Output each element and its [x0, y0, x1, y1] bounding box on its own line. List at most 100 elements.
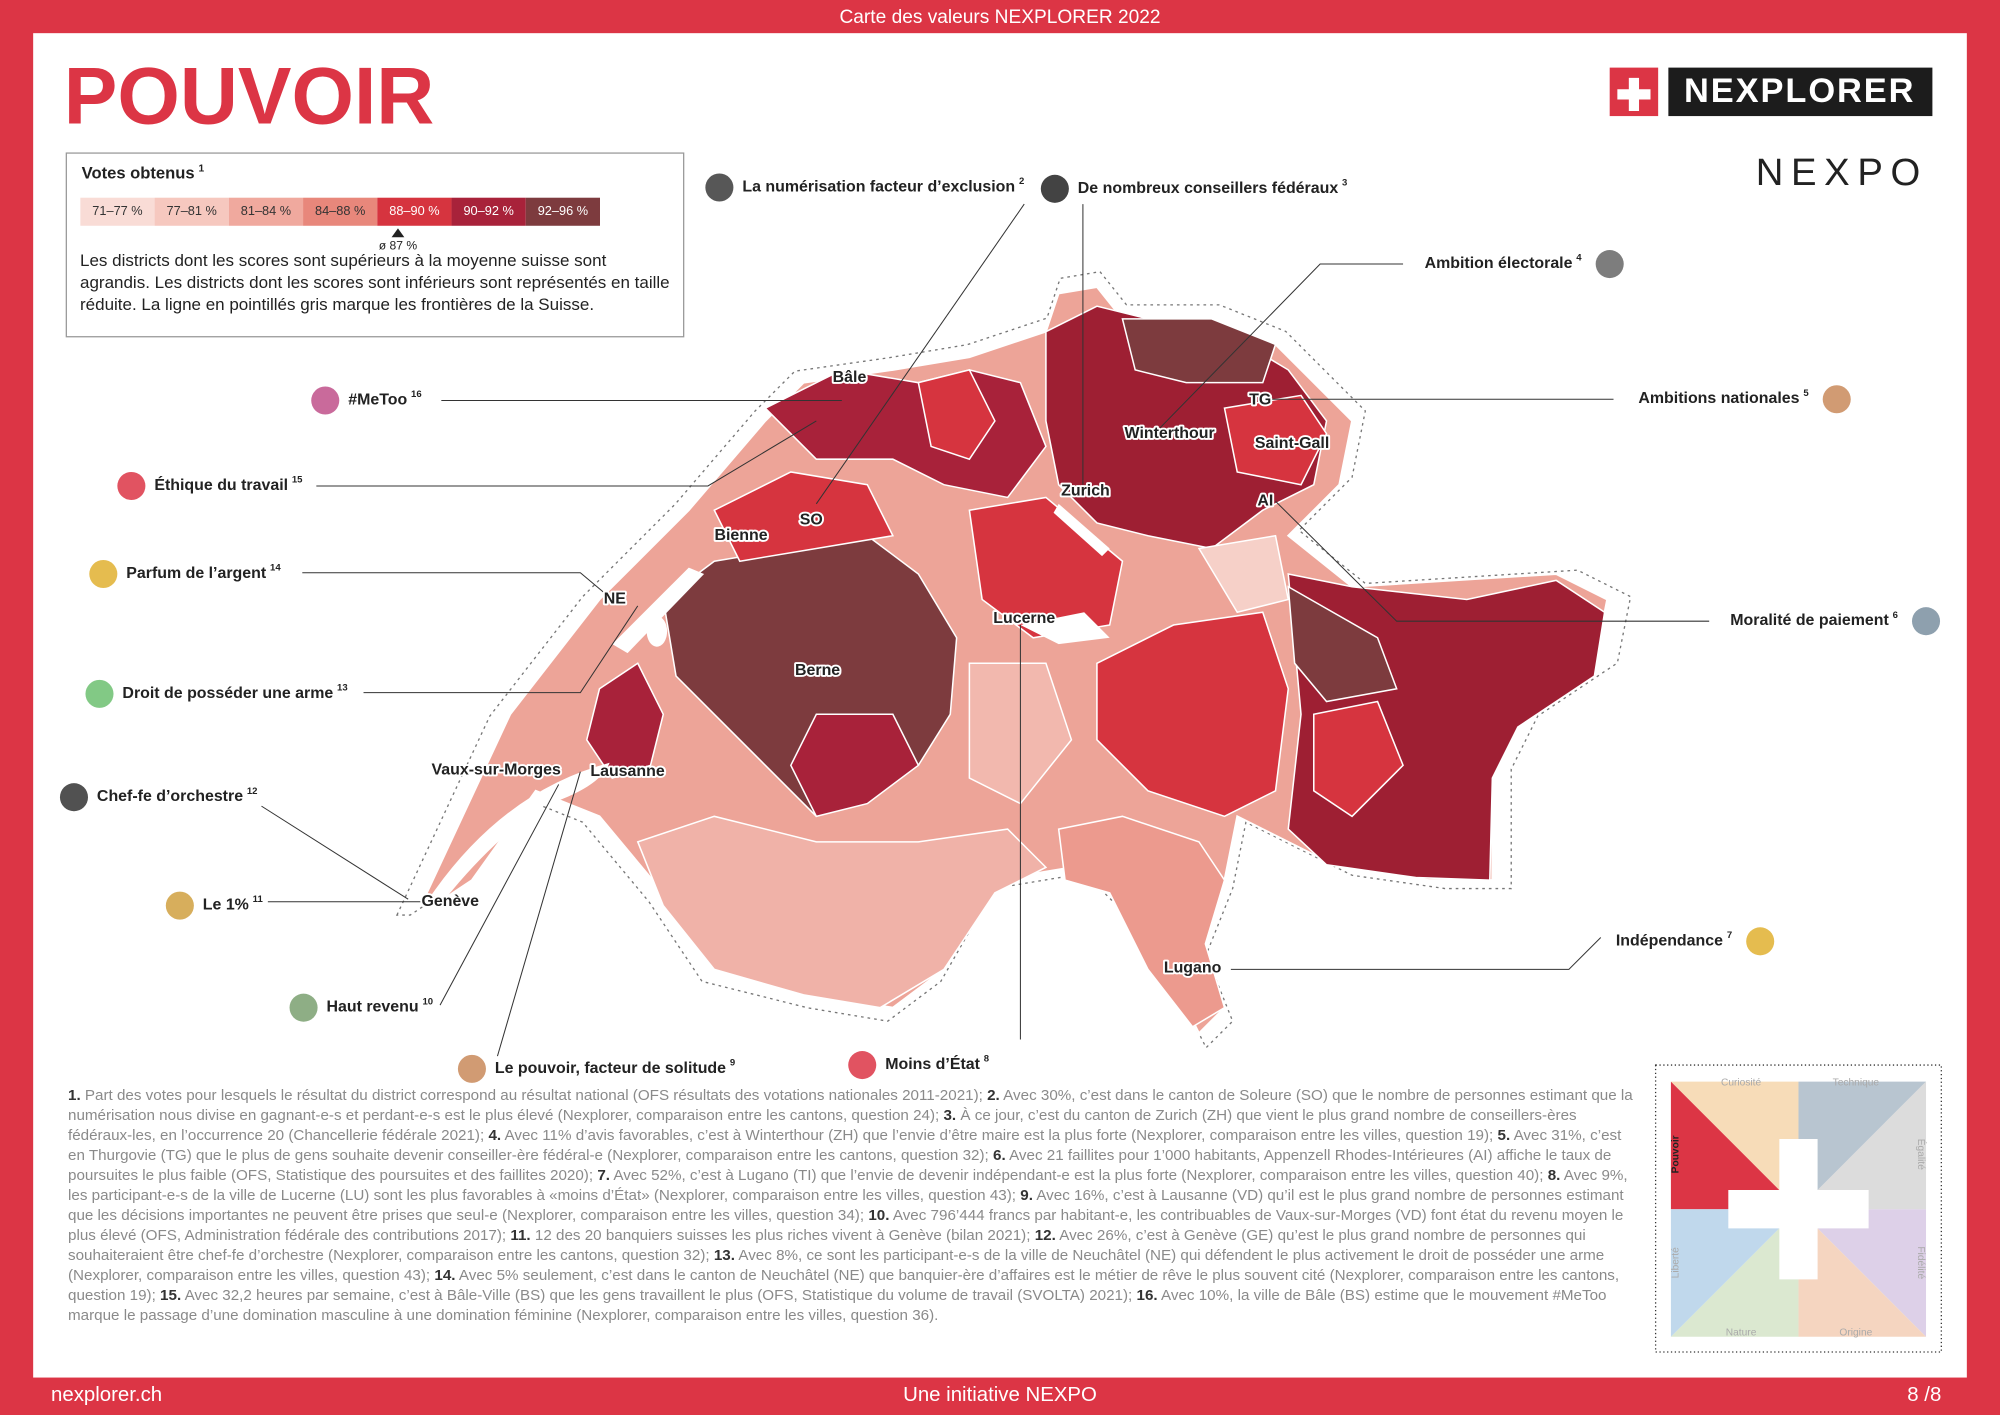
callout-label: Haut revenu 10 [327, 996, 434, 1016]
callout-text: De nombreux conseillers fédéraux [1078, 180, 1339, 197]
place-label: Berne [795, 662, 840, 679]
callout-text: Ambition électorale [1425, 255, 1573, 272]
place-label: Genève [421, 893, 479, 910]
leader-line [1275, 500, 1710, 622]
place-label: AI [1257, 492, 1273, 509]
legend-label: 81–84 % [241, 203, 291, 218]
callout-text: Moralité de paiement [1730, 612, 1889, 629]
callout-note: 5 [1803, 387, 1809, 398]
callout-text: Chef-fe d’orchestre [97, 788, 243, 805]
callout-icon [311, 386, 340, 415]
lake [612, 567, 705, 654]
wheel-sector [1798, 1209, 1927, 1337]
legend-swatch [228, 197, 304, 226]
legend-swatch [451, 197, 526, 226]
lake [1020, 612, 1110, 645]
footnote-text: Avec 26%, c’est à Genève (GE) qu’est le … [68, 1227, 1586, 1264]
callout-icon [117, 471, 146, 501]
footnote-number: 7. [597, 1167, 610, 1184]
footnotes: 1. Part des votes pour lesquels le résul… [68, 1086, 1638, 1326]
wheel-label: Origine [1839, 1328, 1872, 1339]
legend-swatch [80, 197, 155, 226]
place-label: Winterthour [1125, 425, 1215, 442]
callout-note: 12 [247, 785, 258, 796]
wheel-label: Curiosité [1721, 1078, 1762, 1089]
brand-box [1668, 67, 1933, 117]
legend-swatch [525, 197, 601, 226]
leader-line [1230, 937, 1602, 970]
legend-title: Votes obtenus 1 [82, 163, 205, 183]
legend-average: ø 87 % [379, 238, 418, 252]
wheel-sector [1670, 1209, 1799, 1337]
district [1096, 611, 1290, 818]
legend-box [65, 152, 685, 338]
callout-text: Moins d’État [885, 1054, 980, 1073]
callout-text: Haut revenu [327, 999, 419, 1016]
footnote-number: 1. [68, 1087, 81, 1104]
callout-text: Droit de posséder une arme [122, 685, 333, 702]
lakes [431, 503, 1110, 901]
footnote-text: Avec 796’444 francs par habitant-e, les … [68, 1207, 1624, 1244]
footnote-text: Avec 5% seulement, c’est dans le canton … [68, 1267, 1620, 1304]
callout-note: 16 [411, 389, 422, 400]
callout-note: 15 [292, 474, 303, 485]
place-label: Lucerne [993, 610, 1055, 627]
footer-initiative: Une initiative NEXPO [903, 1384, 1097, 1406]
callouts: La numérisation facteur d’exclusion 2 De n… [59, 173, 1941, 1083]
callout-text: Éthique du travail [154, 475, 288, 494]
callout-label: Ambitions nationales 5 [1638, 387, 1809, 407]
callout-label: Droit de posséder une arme 13 [122, 682, 347, 702]
callout-label: Moins d’État 8 [885, 1053, 990, 1073]
footnote-number: 3. [943, 1107, 957, 1124]
district [1313, 700, 1404, 818]
callout-label: Le 1% 11 [203, 894, 264, 914]
place-label: Lugano [1164, 959, 1222, 976]
average-marker [391, 228, 405, 238]
callout-icon [705, 173, 734, 202]
footnote-text: Avec 31%, c’est en Thurgovie (TG) que le… [68, 1127, 1622, 1164]
footnote-number: 16. [1136, 1287, 1158, 1304]
legend-label: 88–90 % [389, 203, 439, 218]
legend-swatch [154, 197, 229, 226]
district [1121, 318, 1277, 384]
callout-icon [59, 783, 89, 812]
callout-note: 2 [1019, 176, 1024, 187]
callout-icon [289, 993, 318, 1022]
leader-line [302, 572, 613, 600]
footnote-number: 11. [510, 1227, 531, 1244]
wheel-label: Nature [1726, 1328, 1757, 1339]
legend-label: 71–77 % [92, 203, 142, 218]
wheel-cross [1728, 1139, 1869, 1280]
place-label: Bienne [715, 527, 768, 544]
callout-text: Ambitions nationales [1638, 390, 1799, 407]
legend-label: 90–92 % [463, 203, 513, 218]
callout-label: #MeToo 16 [348, 389, 421, 409]
district [1223, 394, 1328, 486]
footnote-text: Avec 9%, les participant-e-s de la ville… [68, 1167, 1628, 1204]
wheel-label: Liberté [1671, 1247, 1682, 1278]
footnote-text: À ce jour, c’est du canton de Zurich (ZH… [68, 1107, 1577, 1144]
legend-label: 77–81 % [167, 203, 217, 218]
lake [431, 762, 610, 901]
callout-icon [89, 559, 118, 589]
footnote-number: 13. [713, 1247, 735, 1264]
callout-icon [165, 891, 194, 920]
callout-label: Indépendance 7 [1616, 929, 1732, 949]
callout-icon [1746, 927, 1775, 956]
district [1057, 815, 1226, 1028]
callout-label: Parfum de l’argent 14 [126, 562, 281, 582]
place-label: SO [800, 512, 823, 529]
district [636, 815, 1048, 1009]
leader-line [439, 784, 560, 1006]
callout-icon [1911, 607, 1941, 636]
leader-line [815, 203, 1025, 505]
callout-label: Le pouvoir, facteur de solitude 9 [495, 1057, 735, 1077]
footnote-text: Part des votes pour lesquels le résultat… [84, 1087, 983, 1104]
callout-label: La numérisation facteur d’exclusion 2 [742, 176, 1024, 196]
legend-title-text: Votes obtenus [82, 164, 195, 183]
place-label: Lausanne [590, 763, 665, 780]
footnote-text: Avec 32,2 heures par semaine, c’est à Bâ… [184, 1287, 1133, 1304]
